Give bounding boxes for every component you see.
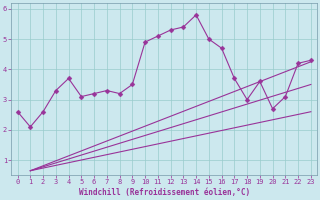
X-axis label: Windchill (Refroidissement éolien,°C): Windchill (Refroidissement éolien,°C) — [79, 188, 250, 197]
